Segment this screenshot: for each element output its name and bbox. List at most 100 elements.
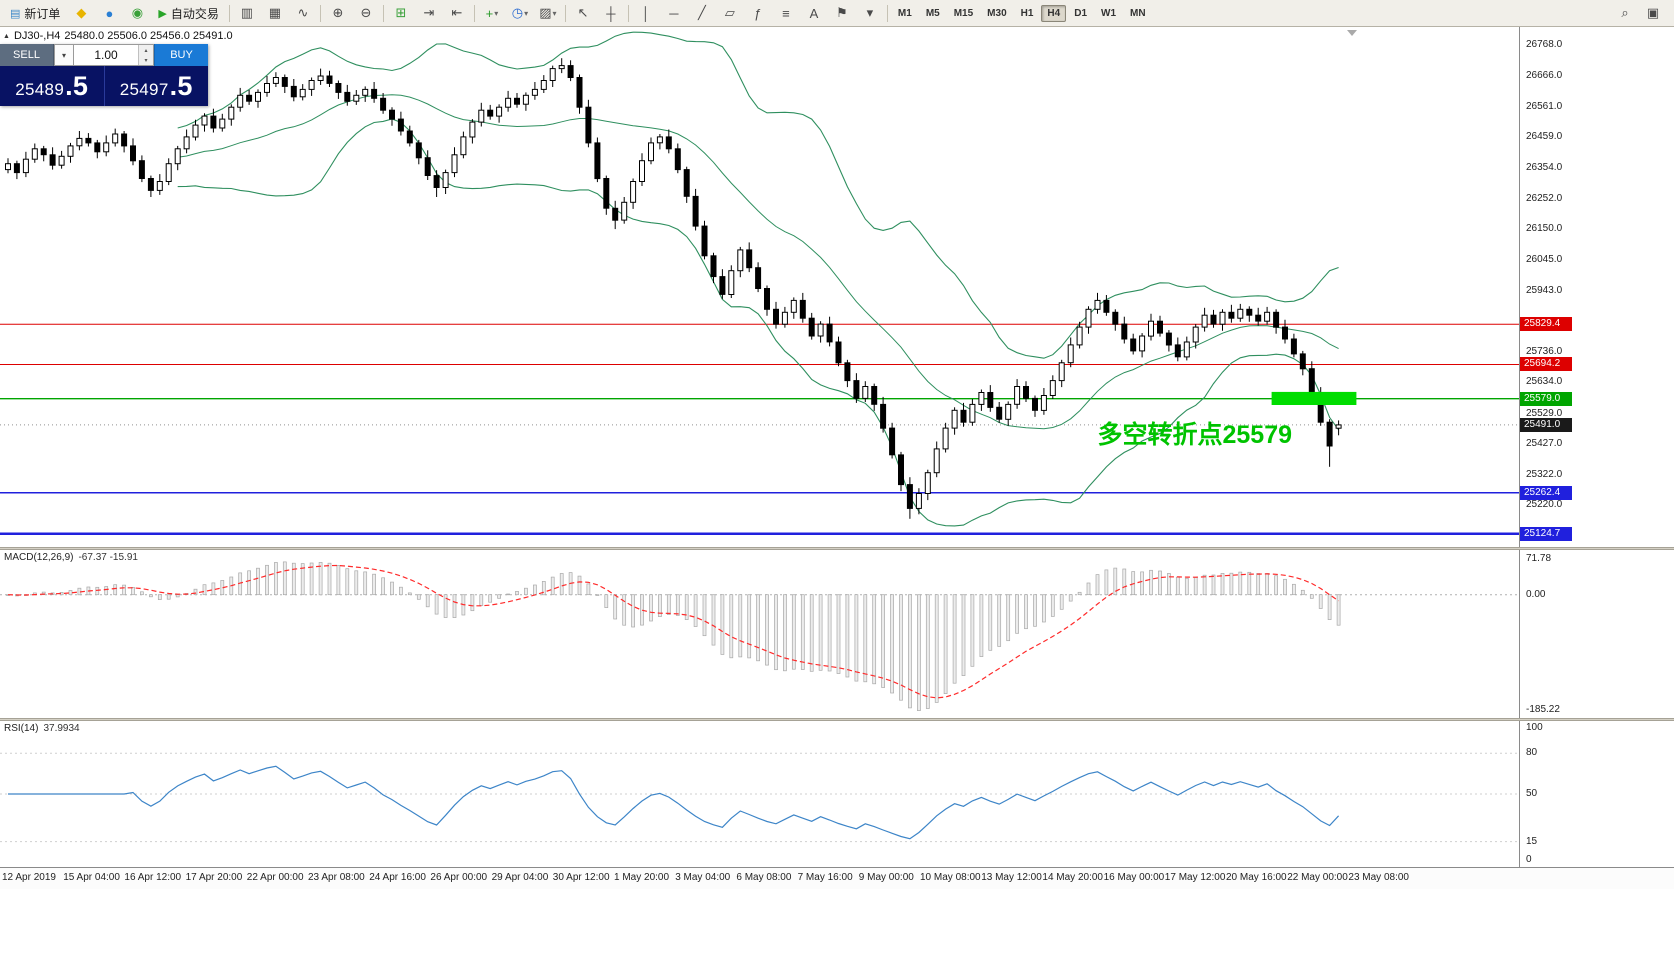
time-axis-label: 17 Apr 20:00: [185, 872, 243, 883]
toolbar-items: ▤ 新订单 ◆ ● ◉ ▶ 自动交易 ▥ ▦ ∿ ⊕ ⊖ ⊞ ⇥ ⇤ + ▾ ◷ ▾ ▨ ▾ ↖ ┼ │ ─ ╱ ▱ ƒ ≡ A ⚑ ▾: [3, 2, 891, 24]
price-tick-label: 25634.0: [1526, 376, 1563, 388]
price-tick-label: 26666.0: [1526, 69, 1563, 81]
timeframe-m15[interactable]: M15: [953, 7, 974, 19]
time-axis-label: 24 Apr 16:00: [369, 872, 426, 883]
zoom-out-icon[interactable]: ⊖: [352, 2, 380, 24]
timeframe-w1[interactable]: W1: [1101, 7, 1117, 19]
main-chart-panel: ▲ DJ30-,H4 25480.0 25506.0 25456.0 25491…: [0, 27, 1674, 547]
search-icon[interactable]: ⌕: [1621, 5, 1629, 20]
price-tick-label: 26768.0: [1526, 39, 1563, 51]
auto-scroll-icon[interactable]: ⇥: [415, 2, 443, 24]
time-axis[interactable]: 12 Apr 2019 15 Apr 04:00 16 Apr 12:00 17 Ap…: [0, 867, 1674, 889]
price-tick-label: 25529.0: [1526, 407, 1563, 419]
buy-price[interactable]: 25497.5: [105, 66, 209, 106]
templates-icon[interactable]: ▨ ▾: [534, 2, 562, 24]
periods-icon[interactable]: ◷ ▾: [506, 2, 534, 24]
indicators-add-icon: +: [485, 5, 494, 21]
timeframe-buttons: M1 M5 M15 M30 H1 H4 D1 W1 MN: [891, 4, 1153, 22]
toolbar-separator: [627, 4, 629, 22]
price-tick-label: 26354.0: [1526, 162, 1563, 174]
rsi-tick-label: 15: [1526, 835, 1538, 847]
time-axis-label: 23 Apr 08:00: [308, 872, 365, 883]
buy-button[interactable]: BUY: [154, 44, 208, 66]
volume-spinner[interactable]: ▴ ▾: [138, 45, 153, 65]
crosshair-icon[interactable]: ┼: [597, 2, 625, 24]
spinner-up-icon[interactable]: ▴: [139, 45, 153, 55]
time-axis-label: 30 Apr 12:00: [552, 872, 610, 883]
tile-windows-icon[interactable]: ⊞: [387, 2, 415, 24]
time-axis-label: 9 May 00:00: [858, 872, 914, 883]
bars-chart-icon[interactable]: ▥: [233, 2, 261, 24]
new-order-icon: ▤: [10, 7, 21, 20]
periods-icon: ◷: [511, 5, 524, 20]
timeframe-h4[interactable]: H4: [1041, 4, 1067, 22]
timeframe-mn[interactable]: MN: [1130, 7, 1146, 19]
chevron-down-icon: ▾: [524, 8, 529, 18]
fibonacci-icon[interactable]: ƒ: [744, 2, 772, 24]
indicators-add-icon[interactable]: + ▾: [478, 2, 506, 24]
price-scale[interactable]: 26768.0 26666.0 26561.0 26459.0 26354.0 26252…: [1519, 27, 1674, 547]
time-axis-label: 17 May 12:00: [1164, 872, 1226, 883]
chevron-down-icon: ▾: [552, 8, 557, 18]
lightning-icon[interactable]: ◆: [67, 2, 95, 24]
time-axis-label: 14 May 20:00: [1042, 872, 1103, 883]
time-axis-label: 20 May 16:00: [1226, 872, 1287, 883]
line-chart-icon[interactable]: ∿: [289, 2, 317, 24]
timeframe-d1[interactable]: D1: [1074, 7, 1088, 19]
zoom-out-icon: ⊖: [360, 5, 372, 20]
bid-price-tag: 25491.0: [1520, 417, 1572, 432]
text-icon: A: [809, 5, 819, 21]
panel-divider[interactable]: [0, 718, 1674, 721]
volume-input[interactable]: [74, 45, 138, 65]
trendline-icon[interactable]: ╱: [688, 2, 716, 24]
price-level-tag: 25124.7: [1520, 526, 1572, 541]
one-click-trade-panel: SELL ▾ ▴ ▾ BUY 25489.5 25497: [0, 44, 208, 106]
timeframe-h1[interactable]: H1: [1020, 7, 1034, 19]
macd-scale[interactable]: 71.78 0.00 -185.22: [1519, 550, 1674, 718]
auto-scroll-icon: ⇥: [423, 5, 435, 20]
shapes-dropdown-icon: ▾: [866, 5, 874, 20]
time-axis-label: 3 May 04:00: [675, 872, 731, 883]
shapes-dropdown-icon[interactable]: ▾: [856, 2, 884, 24]
text-icon[interactable]: A: [800, 2, 828, 24]
rsi-tick-label: 0: [1526, 854, 1532, 865]
new-order-button[interactable]: ▤ 新订单: [3, 2, 67, 24]
headset-icon[interactable]: ◉: [123, 2, 151, 24]
zoom-in-icon[interactable]: ⊕: [324, 2, 352, 24]
toolbar-right-icons: ⌕ ▣: [1611, 2, 1671, 24]
chart-windows-icon[interactable]: ▣: [1646, 5, 1660, 20]
horizontal-line-icon[interactable]: ─: [660, 2, 688, 24]
symbol-ohlc: 25480.0 25506.0 25456.0 25491.0: [64, 30, 233, 42]
panel-divider[interactable]: [0, 547, 1674, 550]
toolbar-separator: [473, 4, 475, 22]
rsi-scale[interactable]: 100 80 50 15 0: [1519, 721, 1674, 867]
equidistant-channel-icon[interactable]: ▱: [716, 2, 744, 24]
text-label-icon[interactable]: ⚑: [828, 2, 856, 24]
timeframe-m1[interactable]: M1: [897, 7, 912, 19]
macd-min-label: -185.22: [1526, 704, 1560, 715]
highlight-rectangle: [1271, 391, 1357, 405]
fibonacci-icon: ƒ: [754, 5, 762, 21]
candlestick-chart[interactable]: 多空转折点25579: [0, 27, 1520, 547]
cursor-icon[interactable]: ↖: [569, 2, 597, 24]
rsi-label: RSI(14) 37.9934: [4, 723, 80, 734]
volume-preset-dropdown[interactable]: ▾: [54, 44, 74, 66]
levels-icon[interactable]: ≡: [772, 2, 800, 24]
spinner-down-icon[interactable]: ▾: [139, 55, 153, 65]
chart-shift-icon: ⇤: [451, 5, 463, 20]
cursor-icon: ↖: [577, 5, 589, 20]
bars-chart-icon: ▥: [240, 5, 254, 20]
vertical-line-icon[interactable]: │: [632, 2, 660, 24]
auto-trading-button[interactable]: ▶ 自动交易: [151, 2, 225, 24]
rsi-chart: [0, 752, 1520, 843]
candlestick-chart-icon[interactable]: ▦: [261, 2, 289, 24]
chart-shift-icon[interactable]: ⇤: [443, 2, 471, 24]
levels-icon: ≡: [782, 5, 790, 21]
timeframe-m5[interactable]: M5: [925, 7, 940, 19]
chevron-down-icon: ▾: [494, 8, 499, 18]
sell-price[interactable]: 25489.5: [0, 66, 105, 106]
community-icon[interactable]: ●: [95, 2, 123, 24]
timeframe-m30[interactable]: M30: [987, 7, 1007, 19]
macd-label: MACD(12,26,9) -67.37 -15.91: [4, 552, 138, 563]
sell-button[interactable]: SELL: [0, 44, 54, 66]
